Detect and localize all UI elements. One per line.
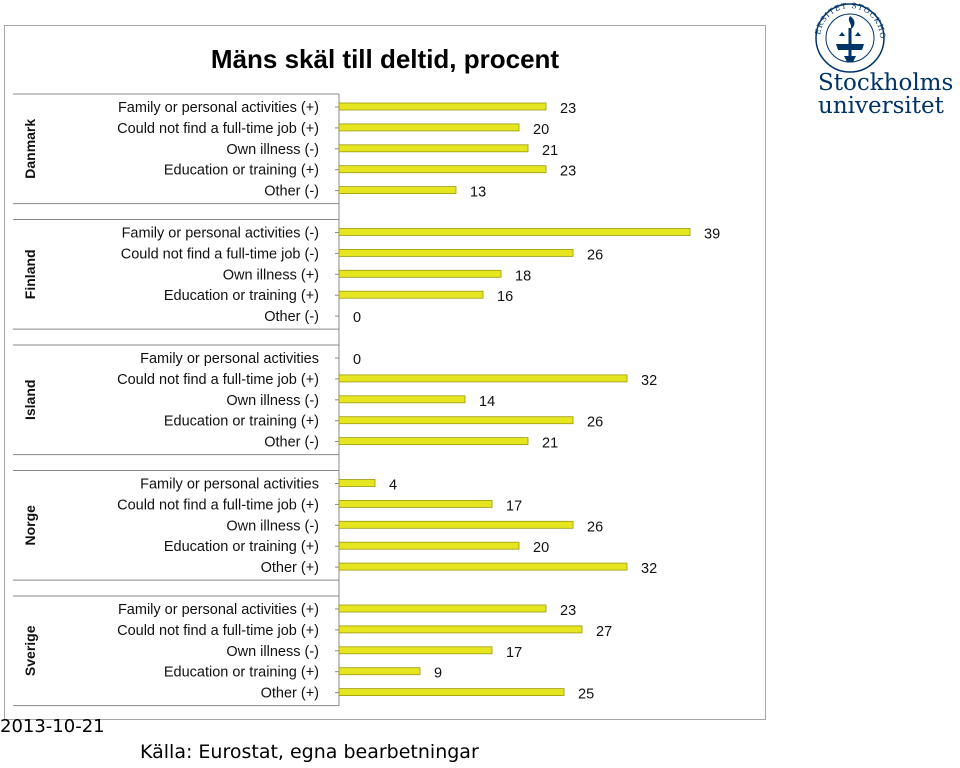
category-label: Own illness (-) — [226, 644, 319, 660]
category-label: Could not find a full-time job (+) — [117, 497, 319, 513]
university-seal-logo: UNIVERSITET STOCKHOLMS — [806, 0, 887, 73]
data-label: 32 — [641, 373, 657, 389]
data-label: 23 — [560, 603, 576, 619]
bar-chart: Mäns skäl till deltid, procent Danmark Fa… — [13, 44, 720, 707]
data-label: 39 — [704, 227, 720, 243]
category-label: Family or personal activities (+) — [118, 100, 319, 116]
category-label: Own illness (+) — [223, 267, 319, 283]
bar — [338, 248, 574, 257]
category-label: Education or training (+) — [164, 539, 319, 555]
data-label: 17 — [506, 498, 522, 514]
data-label: 4 — [389, 478, 397, 494]
bar — [338, 269, 502, 278]
data-label: 27 — [596, 624, 612, 640]
category-label: Family or personal activities — [140, 351, 319, 367]
bar — [338, 562, 628, 571]
bar — [338, 416, 574, 425]
bar — [338, 541, 520, 550]
bar — [338, 667, 421, 676]
group-label: Finland — [22, 249, 38, 299]
category-label: Education or training (+) — [164, 414, 319, 430]
category-label: Family or personal activities (-) — [122, 226, 319, 242]
logo-wordmark-line2: universitet — [818, 93, 944, 119]
bar — [338, 625, 583, 634]
category-label: Could not find a full-time job (+) — [117, 372, 319, 388]
group-label: Sverige — [22, 625, 38, 676]
bar — [338, 186, 457, 195]
slide-date: 2013-10-21 — [0, 716, 105, 737]
bar — [338, 479, 376, 487]
data-label: 26 — [587, 415, 603, 431]
chart-frame: Mäns skäl till deltid, procent Danmark Fa… — [4, 25, 766, 720]
category-label: Education or training (+) — [164, 665, 319, 681]
category-label: Own illness (-) — [226, 518, 319, 534]
data-label: 23 — [560, 164, 576, 180]
category-label: Own illness (-) — [226, 393, 319, 409]
data-label: 14 — [479, 394, 495, 410]
data-label: 17 — [506, 645, 522, 661]
category-label: Other (-) — [264, 435, 319, 451]
category-label: Family or personal activities — [140, 477, 319, 493]
bar — [338, 144, 529, 153]
data-label: 9 — [434, 666, 442, 682]
bar — [338, 123, 520, 132]
data-label: 26 — [587, 247, 603, 263]
svg-text:UNIVERSITET STOCKHOLMS: UNIVERSITET STOCKHOLMS — [806, 0, 887, 40]
category-label: Other (+) — [261, 686, 319, 702]
chart-title: Mäns skäl till deltid, procent — [211, 44, 560, 74]
bar — [338, 374, 628, 383]
data-label: 18 — [515, 268, 531, 284]
bar — [338, 646, 493, 655]
category-label: Education or training (+) — [164, 163, 319, 179]
group-label: Norge — [22, 505, 38, 546]
bar — [338, 499, 493, 508]
data-label: 0 — [353, 310, 361, 326]
data-label: 21 — [542, 143, 558, 159]
category-label: Could not find a full-time job (+) — [117, 623, 319, 639]
bar — [338, 228, 691, 236]
category-label: Other (-) — [264, 184, 319, 200]
data-label: 32 — [641, 561, 657, 577]
group-label: Danmark — [22, 119, 38, 179]
bar — [338, 520, 574, 529]
source-note: Källa: Eurostat, egna bearbetningar — [140, 741, 479, 763]
data-label: 0 — [353, 352, 361, 368]
data-label: 13 — [470, 185, 486, 201]
data-label: 20 — [533, 122, 549, 138]
category-label: Own illness (-) — [226, 142, 319, 158]
bar — [338, 102, 547, 111]
category-label: Family or personal activities (+) — [118, 602, 319, 618]
data-label: 26 — [587, 519, 603, 535]
category-label: Could not find a full-time job (+) — [117, 121, 319, 137]
category-label: Education or training (+) — [164, 288, 319, 304]
category-label: Other (-) — [264, 309, 319, 325]
data-label: 20 — [533, 540, 549, 556]
bar — [338, 395, 466, 404]
bar — [338, 604, 547, 613]
category-label: Other (+) — [261, 560, 319, 576]
logo-wordmark-line1: Stockholms — [818, 70, 954, 96]
bar — [338, 688, 565, 696]
data-label: 23 — [560, 101, 576, 117]
group-label: Island — [22, 380, 38, 420]
category-label: Could not find a full-time job (-) — [121, 246, 319, 262]
bar — [338, 290, 484, 299]
bar — [338, 437, 529, 446]
bar — [338, 165, 547, 174]
data-label: 25 — [578, 687, 594, 703]
data-label: 21 — [542, 436, 558, 452]
data-label: 16 — [497, 289, 513, 305]
